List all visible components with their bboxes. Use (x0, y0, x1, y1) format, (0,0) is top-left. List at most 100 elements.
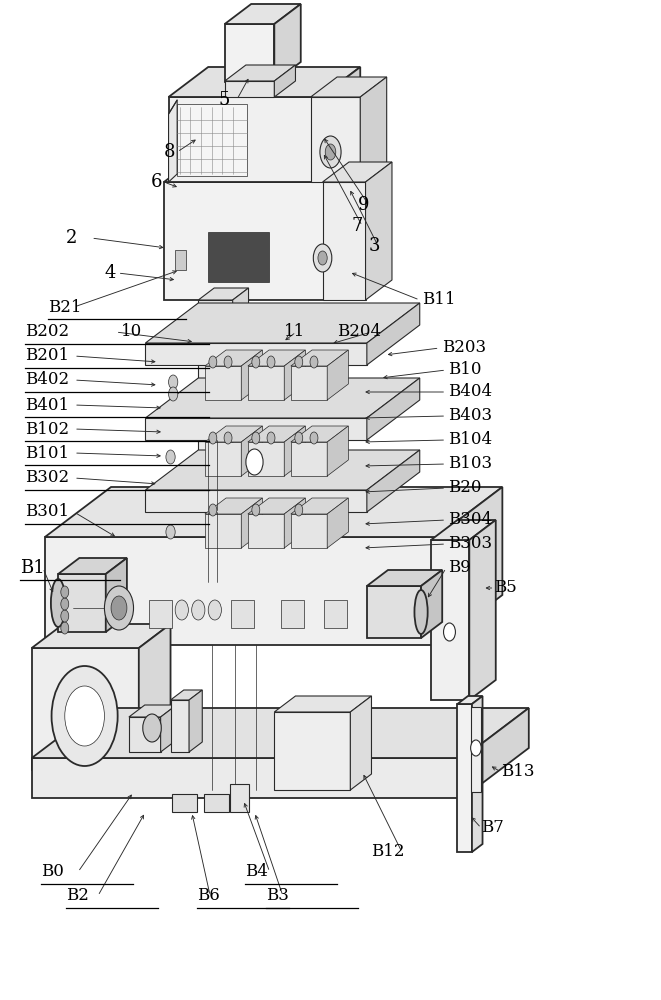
Circle shape (175, 600, 188, 620)
Polygon shape (145, 378, 420, 418)
Text: 11: 11 (284, 324, 305, 340)
Text: 8: 8 (164, 143, 175, 161)
Text: 7: 7 (352, 217, 363, 235)
Circle shape (52, 666, 118, 766)
Bar (175, 250, 186, 270)
Text: B12: B12 (371, 844, 405, 860)
Text: B5: B5 (494, 580, 517, 596)
Bar (177, 104, 247, 176)
Polygon shape (139, 624, 171, 770)
Text: 3: 3 (369, 237, 380, 255)
Polygon shape (233, 69, 282, 81)
Polygon shape (205, 350, 262, 366)
Circle shape (310, 356, 318, 368)
Polygon shape (189, 690, 202, 752)
Circle shape (224, 356, 232, 368)
Text: B204: B204 (337, 324, 381, 340)
Circle shape (143, 714, 161, 742)
Polygon shape (32, 758, 463, 798)
Bar (324, 600, 347, 628)
Polygon shape (248, 514, 284, 548)
Polygon shape (129, 717, 161, 752)
Polygon shape (327, 426, 348, 476)
Circle shape (295, 432, 303, 444)
Polygon shape (367, 586, 421, 638)
Text: 2: 2 (66, 229, 77, 247)
Text: B201: B201 (25, 348, 69, 364)
Text: B2: B2 (66, 888, 89, 904)
Polygon shape (32, 624, 171, 648)
Polygon shape (311, 77, 387, 97)
Circle shape (313, 244, 332, 272)
Polygon shape (327, 498, 348, 548)
Polygon shape (284, 498, 305, 548)
Polygon shape (32, 708, 529, 758)
Polygon shape (472, 696, 483, 852)
Text: B20: B20 (448, 480, 482, 496)
Polygon shape (171, 700, 189, 752)
Text: B9: B9 (448, 560, 471, 576)
Polygon shape (457, 704, 472, 852)
Polygon shape (164, 152, 382, 182)
Bar (208, 232, 269, 282)
Polygon shape (248, 442, 284, 476)
Text: 10: 10 (121, 324, 142, 340)
Polygon shape (291, 442, 327, 476)
Polygon shape (291, 426, 348, 442)
Text: B404: B404 (448, 383, 492, 400)
Polygon shape (436, 487, 502, 645)
Text: B6: B6 (197, 888, 219, 904)
Polygon shape (284, 426, 305, 476)
Bar (471, 707, 481, 792)
Polygon shape (233, 288, 249, 510)
Polygon shape (367, 303, 420, 365)
Polygon shape (145, 490, 367, 512)
Circle shape (208, 600, 221, 620)
Circle shape (209, 356, 217, 368)
Text: 9: 9 (358, 196, 369, 214)
Circle shape (61, 598, 69, 610)
Polygon shape (241, 350, 262, 400)
Bar (204, 794, 229, 812)
Polygon shape (360, 77, 387, 182)
Text: B4: B4 (245, 863, 268, 880)
Text: B301: B301 (25, 504, 69, 520)
Text: B401: B401 (25, 396, 69, 414)
Text: B1: B1 (20, 559, 44, 577)
Circle shape (61, 586, 69, 598)
Ellipse shape (414, 590, 428, 634)
Polygon shape (469, 520, 496, 700)
Polygon shape (350, 696, 371, 790)
Polygon shape (225, 24, 274, 82)
Polygon shape (284, 350, 305, 400)
Polygon shape (205, 442, 241, 476)
Polygon shape (431, 520, 496, 540)
Circle shape (209, 432, 217, 444)
Polygon shape (248, 366, 284, 400)
Bar (172, 794, 197, 812)
Circle shape (169, 375, 178, 389)
Text: 4: 4 (104, 264, 116, 282)
Circle shape (295, 356, 303, 368)
Polygon shape (421, 570, 442, 638)
Polygon shape (367, 378, 420, 440)
Polygon shape (58, 574, 106, 632)
Circle shape (471, 740, 481, 756)
Circle shape (267, 432, 275, 444)
Text: B3: B3 (266, 888, 289, 904)
Text: B102: B102 (25, 420, 69, 438)
Polygon shape (291, 350, 348, 366)
Circle shape (325, 144, 336, 160)
Polygon shape (463, 708, 529, 798)
Circle shape (65, 686, 104, 746)
Circle shape (169, 387, 178, 401)
Polygon shape (225, 65, 295, 81)
Polygon shape (225, 81, 274, 97)
Text: B403: B403 (448, 408, 492, 424)
Polygon shape (145, 303, 420, 343)
Text: 6: 6 (151, 173, 162, 191)
Circle shape (166, 450, 175, 464)
Circle shape (310, 432, 318, 444)
Circle shape (166, 525, 175, 539)
Polygon shape (225, 4, 301, 24)
